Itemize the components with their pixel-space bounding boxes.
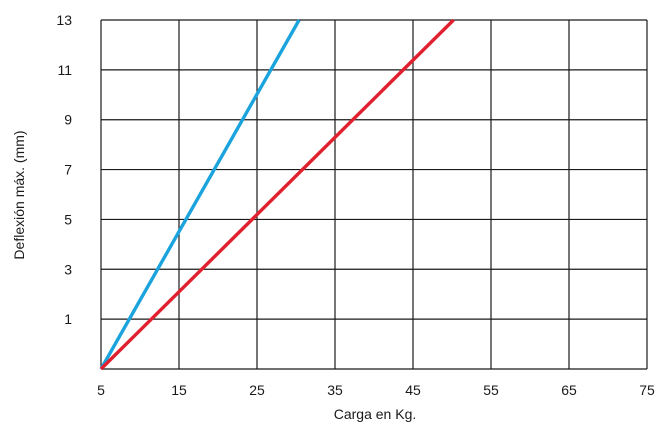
series-line-1 (99, 19, 301, 370)
x-tick-label: 35 (327, 382, 343, 398)
grid (100, 19, 648, 370)
y-tick-label: 1 (64, 311, 72, 327)
x-tick-label: 5 (97, 382, 105, 398)
y-tick-label: 3 (64, 261, 72, 277)
x-tick-label: 55 (483, 382, 499, 398)
y-tick-label: 7 (64, 162, 72, 178)
y-axis-label: Deflexión máx. (mm) (11, 130, 27, 259)
series-layer (99, 18, 455, 371)
x-tick-label: 15 (171, 382, 187, 398)
series-line-2 (99, 18, 455, 371)
x-axis-label: Carga en Kg. (334, 406, 417, 422)
y-tick-label: 13 (56, 12, 72, 28)
x-tick-label: 65 (561, 382, 577, 398)
x-tick-label: 75 (639, 382, 655, 398)
y-tick-label: 9 (64, 112, 72, 128)
x-tick-labels: 5 15 25 35 45 55 65 75 (97, 382, 655, 398)
y-tick-label: 5 (64, 211, 72, 227)
x-tick-label: 45 (405, 382, 421, 398)
y-tick-label: 11 (57, 62, 72, 78)
x-tick-label: 25 (249, 382, 265, 398)
